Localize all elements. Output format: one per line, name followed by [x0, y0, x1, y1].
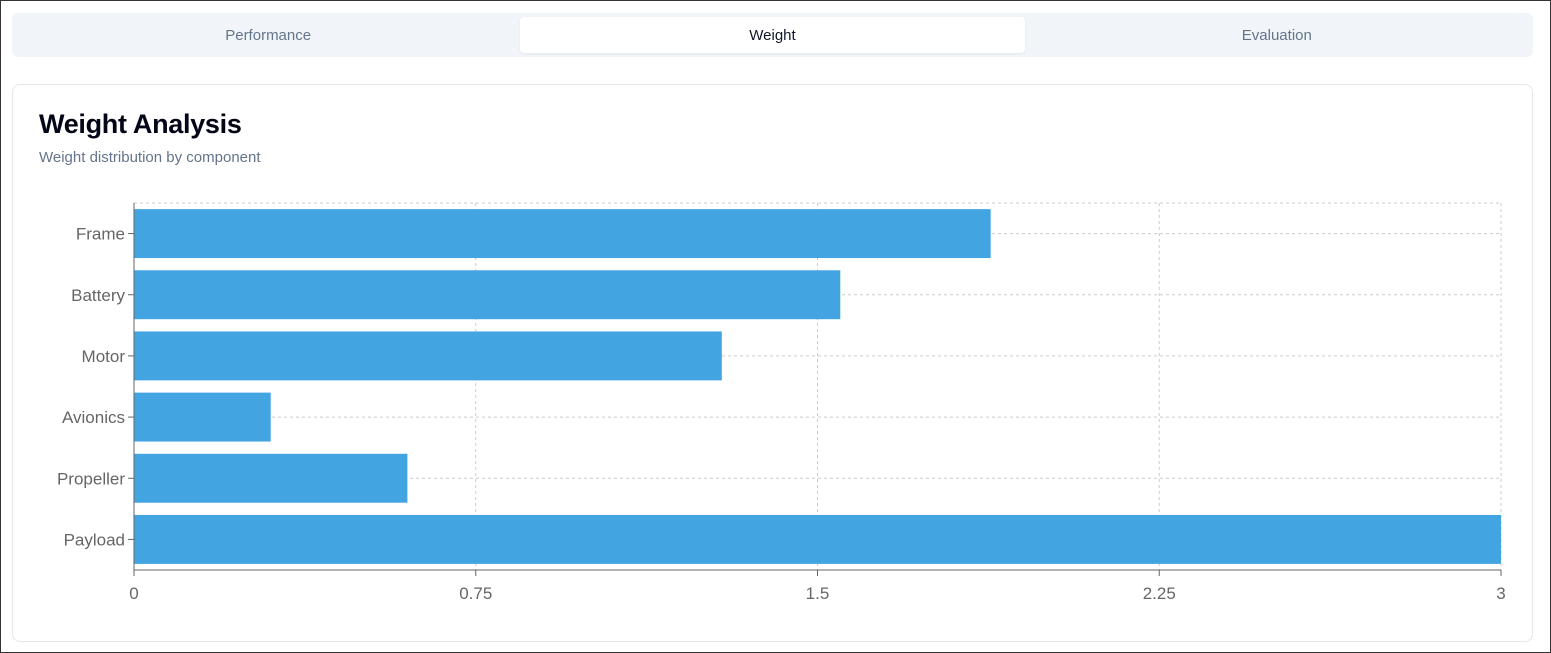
weight-analysis-card: Weight Analysis Weight distribution by c… — [12, 84, 1533, 642]
tab-evaluation[interactable]: Evaluation — [1241, 26, 1312, 44]
chart-axes: Frame Battery Motor Avionics Propeller Payloa… — [57, 203, 1506, 603]
x-tick-label: 1.5 — [806, 584, 830, 603]
y-tick-label: Battery — [71, 286, 125, 305]
bar-propeller[interactable] — [134, 453, 408, 503]
x-tick-label: 3 — [1496, 584, 1505, 603]
bar-frame[interactable] — [134, 209, 991, 259]
y-tick-label: Payload — [64, 530, 125, 549]
y-tick-label: Frame — [76, 225, 125, 244]
x-tick-label: 0.75 — [459, 584, 492, 603]
y-tick-label: Avionics — [62, 408, 125, 427]
y-tick-label: Motor — [82, 347, 126, 366]
bar-motor[interactable] — [134, 331, 722, 381]
x-tick-label: 2.25 — [1143, 584, 1176, 603]
bar-battery[interactable] — [134, 270, 841, 320]
chart-bars — [134, 209, 1501, 564]
weight-bar-chart: Frame Battery Motor Avionics Propeller Payloa… — [57, 202, 1506, 603]
card-subtitle: Weight distribution by component — [39, 149, 261, 166]
card-title: Weight Analysis — [39, 109, 242, 139]
bar-payload[interactable] — [134, 514, 1501, 564]
y-tick-label: Propeller — [57, 469, 125, 488]
bar-avionics[interactable] — [134, 392, 271, 442]
tab-bar: Performance Weight Evaluation — [12, 13, 1533, 57]
tab-weight[interactable]: Weight — [520, 17, 1025, 53]
x-tick-label: 0 — [129, 584, 138, 603]
tab-performance[interactable]: Performance — [225, 26, 312, 44]
